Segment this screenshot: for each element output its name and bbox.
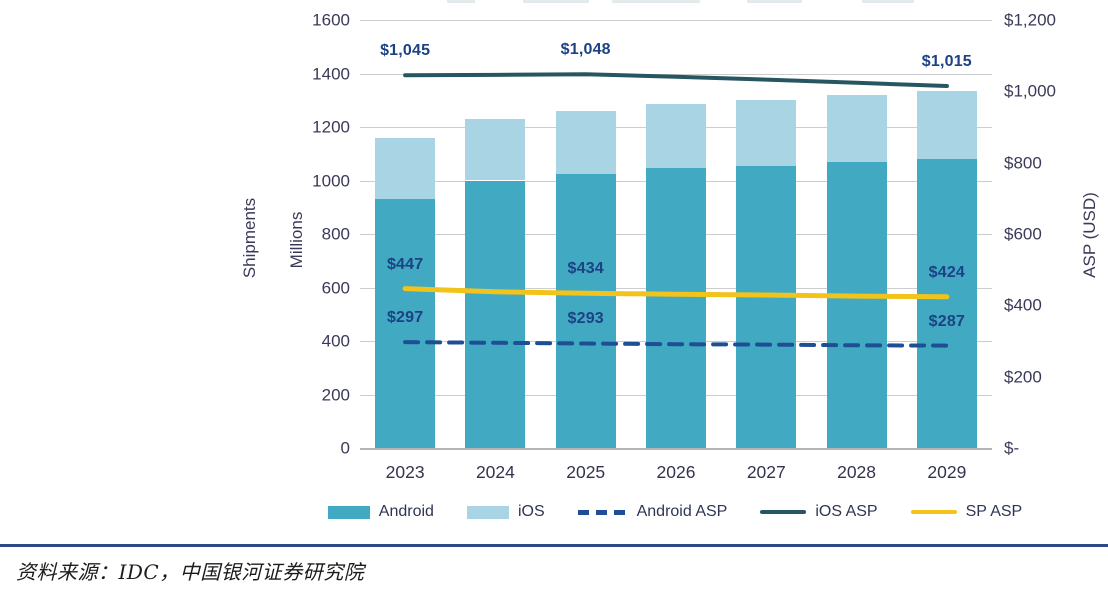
label-ios-asp-2029: $1,015 <box>921 52 972 70</box>
bar-android-2029 <box>916 159 977 448</box>
legend-swatch-ios <box>466 505 509 519</box>
left-axis-tick-200: 200 <box>321 385 350 404</box>
right-axis-tick--800: $800 <box>1004 153 1042 173</box>
bar-android-2023 <box>375 199 436 448</box>
label-sp-asp-2025: $434 <box>567 260 604 278</box>
left-axis-tick-1000: 1000 <box>312 171 350 190</box>
legend-item-sp-asp: SP ASP <box>910 503 1023 521</box>
line-ios-asp <box>403 72 949 88</box>
legend-swatch-android <box>327 505 370 519</box>
right-axis-tick--400: $400 <box>1004 295 1042 315</box>
label-android-asp-2025: $293 <box>567 310 604 328</box>
bar-android-2027 <box>736 165 797 448</box>
legend-label-ios: iOS <box>517 503 545 520</box>
legend-label-android: Android <box>378 503 434 520</box>
gridline-1400 <box>360 73 992 75</box>
x-axis-label-2024: 2024 <box>475 462 515 482</box>
left-axis-tick-600: 600 <box>321 278 350 297</box>
left-axis-tick-1200: 1200 <box>312 117 350 137</box>
right-axis-tick--600: $600 <box>1004 224 1042 244</box>
x-axis-label-2023: 2023 <box>385 462 425 482</box>
legend-swatch-android-asp <box>577 509 628 515</box>
x-axis-label-2028: 2028 <box>837 462 877 482</box>
bar-ios-2026 <box>646 104 706 169</box>
label-android-asp-2023: $297 <box>386 309 424 327</box>
legend-item-ios: iOS <box>466 503 545 521</box>
legend-label-ios-asp: iOS ASP <box>815 503 878 520</box>
right-axis-tick--200: $200 <box>1004 367 1042 387</box>
label-android-asp-2029: $287 <box>928 312 966 330</box>
right-axis-tick--1-200: $1,200 <box>1004 10 1056 30</box>
legend-swatch-sp-asp <box>910 510 957 514</box>
label-sp-asp-2029: $424 <box>928 263 966 281</box>
label-sp-asp-2023: $447 <box>386 255 424 273</box>
source-text: 资料来源：IDC，中国银河证券研究院 <box>16 560 365 584</box>
bar-ios-2024 <box>465 118 526 181</box>
x-axis-label-2026: 2026 <box>656 462 696 482</box>
bar-android-2024 <box>465 180 526 448</box>
x-axis-label-2029: 2029 <box>927 462 967 482</box>
legend-swatch-ios-asp <box>760 510 807 514</box>
bar-ios-2027 <box>736 100 797 166</box>
legend-label-android-asp: Android ASP <box>636 503 728 520</box>
left-axis-tick-800: 800 <box>321 224 350 244</box>
bar-android-2025 <box>555 173 616 448</box>
legend-label-sp-asp: SP ASP <box>965 503 1023 520</box>
right-axis-tick--: $- <box>1004 438 1020 458</box>
left-axis-tick-1600: 1600 <box>312 10 350 30</box>
bar-android-2026 <box>646 168 706 448</box>
bar-ios-2029 <box>916 90 977 160</box>
right-axis-tick--1-000: $1,000 <box>1004 81 1056 101</box>
bar-ios-2023 <box>375 137 436 200</box>
legend-item-ios-asp: iOS ASP <box>760 503 878 521</box>
legend-item-android: Android <box>327 503 434 521</box>
gridline-1600 <box>360 20 992 21</box>
bar-ios-2028 <box>826 94 887 162</box>
bar-ios-2025 <box>555 110 616 174</box>
chart-legend: Android iOS Android ASP iOS ASP SP ASP <box>327 503 1023 521</box>
legend-item-android-asp: Android ASP <box>577 503 728 521</box>
bar-android-2028 <box>826 161 887 448</box>
left-axis-tick-400: 400 <box>321 331 350 351</box>
x-axis-label-2027: 2027 <box>746 462 786 482</box>
left-axis-tick-0: 0 <box>340 438 350 458</box>
gridline-0 <box>360 448 992 450</box>
x-axis-label-2025: 2025 <box>566 462 606 482</box>
label-ios-asp-2023: $1,045 <box>380 42 431 60</box>
footer-divider <box>0 544 1108 547</box>
left-axis-tick-1400: 1400 <box>312 64 350 83</box>
label-ios-asp-2025: $1,048 <box>560 41 611 59</box>
